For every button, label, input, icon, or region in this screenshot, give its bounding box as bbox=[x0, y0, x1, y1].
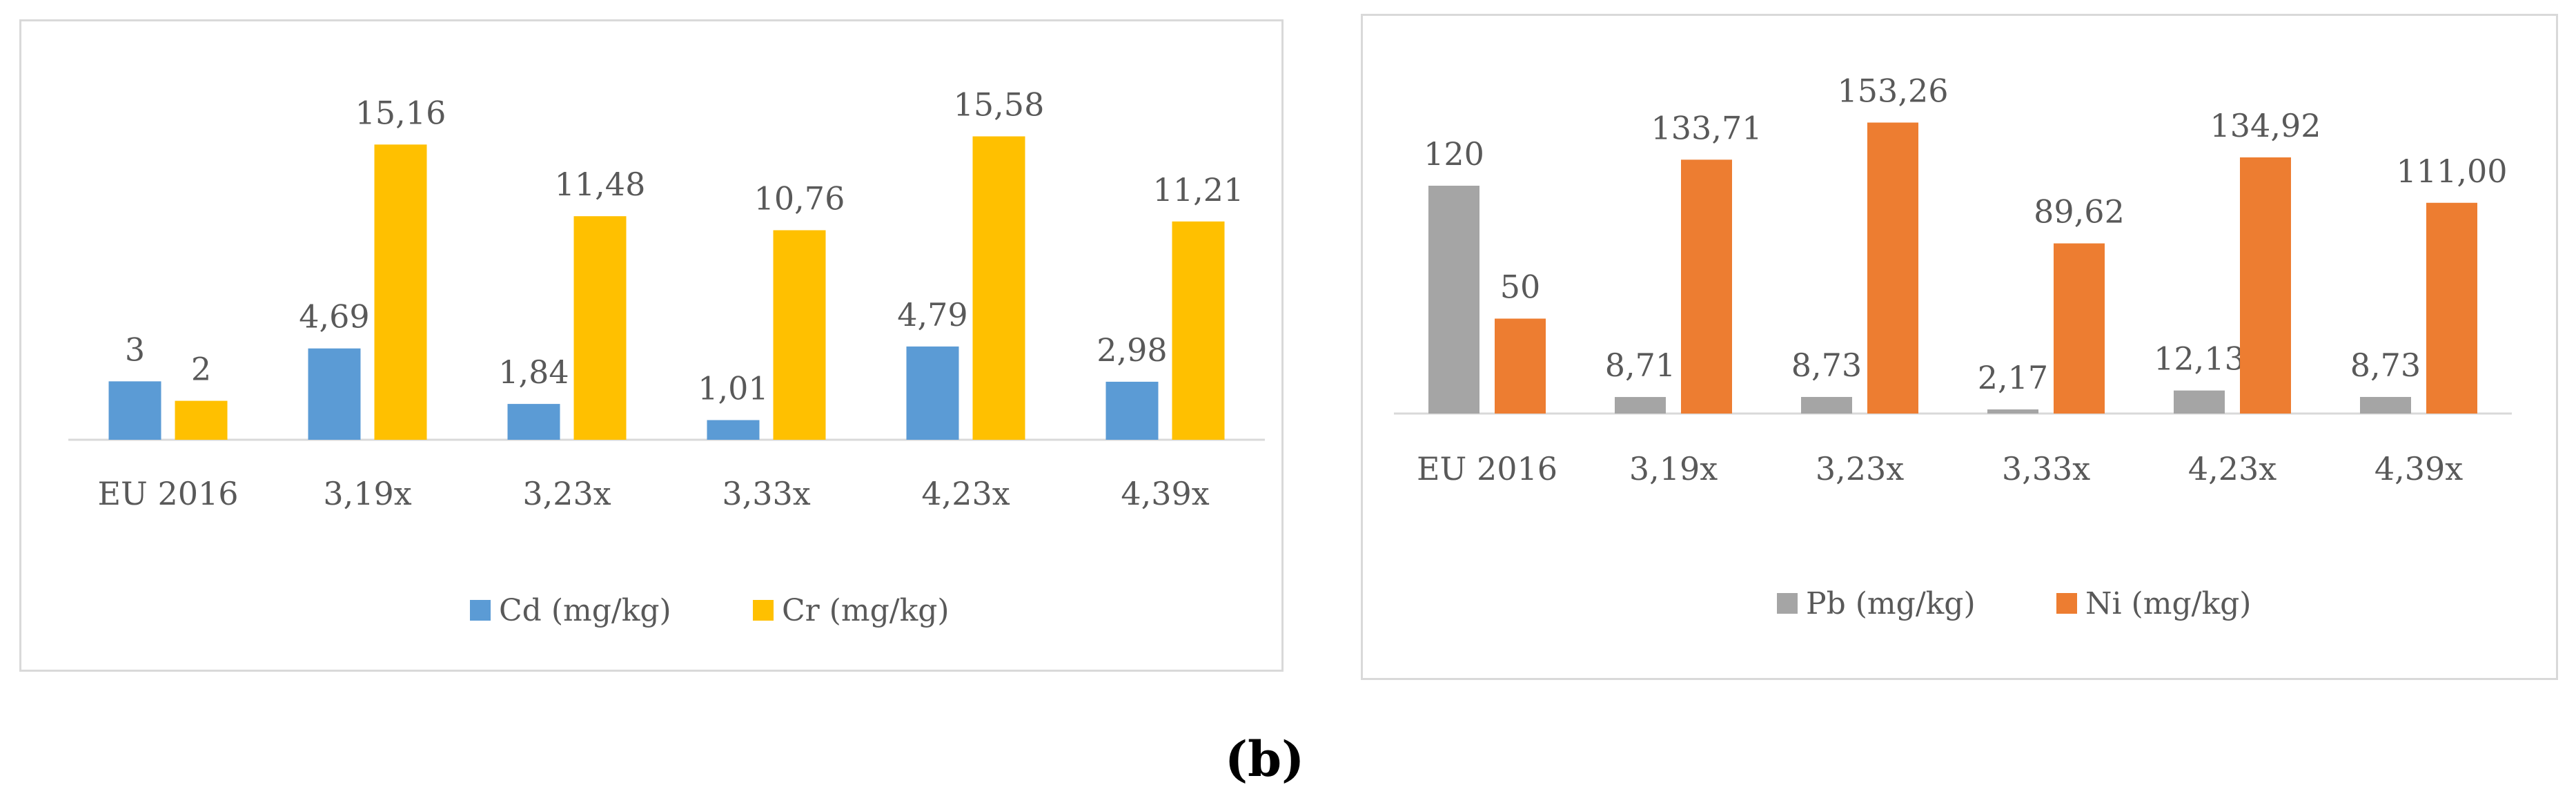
data-label-cr-5: 11,21 bbox=[1153, 171, 1244, 208]
bar-cd-3 bbox=[707, 420, 760, 440]
bar-pb-2 bbox=[1801, 396, 1852, 414]
data-label-pb-1: 8,71 bbox=[1605, 347, 1675, 384]
bar-cd-5 bbox=[1105, 381, 1159, 440]
data-label-cr-2: 11,48 bbox=[555, 166, 646, 203]
data-label-ni-1: 133,71 bbox=[1651, 109, 1762, 146]
bar-cr-4 bbox=[972, 136, 1025, 440]
figure-caption: (b) bbox=[1225, 730, 1305, 788]
data-label-ni-4: 134,92 bbox=[2210, 107, 2321, 144]
category-label-3: 3,33x bbox=[722, 475, 810, 512]
data-label-cr-0: 2 bbox=[191, 351, 211, 388]
bar-cr-1 bbox=[374, 144, 427, 440]
category-label-0: EU 2016 bbox=[97, 475, 238, 512]
bar-pb-1 bbox=[1615, 397, 1666, 414]
category-label-2: 3,23x bbox=[522, 475, 611, 512]
data-label-cr-4: 15,58 bbox=[954, 86, 1045, 124]
bar-ni-3 bbox=[2054, 243, 2105, 414]
data-label-cr-3: 10,76 bbox=[754, 179, 845, 217]
chart-panel-pb-ni: 120 50 EU 2016 8,71 133,71 3,19x 8,73 153,26 3,2… bbox=[1361, 14, 2558, 680]
bar-cr-3 bbox=[773, 230, 826, 440]
data-label-cd-0: 3 bbox=[125, 331, 145, 368]
chart-panel-cd-cr: 3 2 EU 2016 4,69 15,16 3,19x 1,84 11,48 3,23x 1,0… bbox=[19, 19, 1284, 672]
data-label-ni-0: 50 bbox=[1500, 269, 1541, 306]
bar-ni-0 bbox=[1495, 318, 1546, 414]
category-label-1: 3,19x bbox=[1629, 450, 1718, 487]
category-label-0: EU 2016 bbox=[1417, 450, 1557, 487]
legend-label-ni: Ni (mg/kg) bbox=[2085, 586, 2251, 621]
bar-cr-0 bbox=[175, 400, 228, 440]
bar-cd-1 bbox=[308, 348, 361, 440]
bar-ni-5 bbox=[2426, 202, 2477, 414]
category-label-3: 3,33x bbox=[2002, 450, 2090, 487]
category-label-2: 3,23x bbox=[1816, 450, 1904, 487]
data-label-pb-5: 8,73 bbox=[2350, 347, 2421, 384]
legend-label-cr: Cr (mg/kg) bbox=[782, 593, 950, 628]
category-label-5: 4,39x bbox=[1121, 475, 1209, 512]
chart-cd-cr: 3 2 EU 2016 4,69 15,16 3,19x 1,84 11,48 3,23x 1,0… bbox=[68, 86, 1265, 628]
bar-cd-0 bbox=[108, 381, 161, 440]
chart-pb-ni: 120 50 EU 2016 8,71 133,71 3,19x 8,73 153,26 3,2… bbox=[1394, 72, 2512, 621]
bar-cr-2 bbox=[573, 216, 627, 440]
data-label-pb-4: 12,13 bbox=[2154, 340, 2245, 378]
legend-swatch-ni bbox=[2056, 593, 2077, 614]
bar-pb-3 bbox=[1987, 409, 2038, 414]
data-label-cd-3: 1,01 bbox=[698, 370, 768, 407]
data-label-cr-1: 15,16 bbox=[355, 94, 446, 131]
data-label-cd-5: 2,98 bbox=[1097, 331, 1167, 369]
legend-label-cd: Cd (mg/kg) bbox=[499, 593, 671, 628]
category-label-4: 4,23x bbox=[921, 475, 1010, 512]
bar-pb-5 bbox=[2360, 396, 2411, 414]
data-label-cd-4: 4,79 bbox=[897, 296, 967, 333]
data-label-pb-3: 2,17 bbox=[1978, 359, 2048, 396]
legend-swatch-pb bbox=[1777, 593, 1798, 614]
data-label-pb-0: 120 bbox=[1424, 135, 1484, 173]
data-label-ni-3: 89,62 bbox=[2034, 193, 2125, 231]
legend-swatch-cr bbox=[753, 600, 774, 621]
category-label-4: 4,23x bbox=[2188, 450, 2277, 487]
data-label-cd-1: 4,69 bbox=[299, 298, 369, 336]
data-label-ni-5: 111,00 bbox=[2397, 153, 2508, 190]
bar-ni-2 bbox=[1867, 122, 1918, 414]
data-label-pb-2: 8,73 bbox=[1791, 347, 1862, 384]
bar-cd-2 bbox=[507, 404, 560, 440]
bar-pb-4 bbox=[2174, 390, 2225, 414]
legend-label-pb: Pb (mg/kg) bbox=[1806, 586, 1976, 621]
category-label-5: 4,39x bbox=[2375, 450, 2463, 487]
bar-cd-4 bbox=[906, 346, 959, 440]
category-label-1: 3,19x bbox=[323, 475, 411, 512]
bar-ni-1 bbox=[1681, 159, 1732, 414]
data-label-ni-2: 153,26 bbox=[1838, 72, 1949, 110]
legend-swatch-cd bbox=[470, 600, 491, 621]
data-label-cd-2: 1,84 bbox=[498, 353, 569, 391]
bar-pb-0 bbox=[1428, 186, 1479, 414]
bar-cr-5 bbox=[1172, 221, 1225, 440]
bar-ni-4 bbox=[2240, 157, 2291, 414]
